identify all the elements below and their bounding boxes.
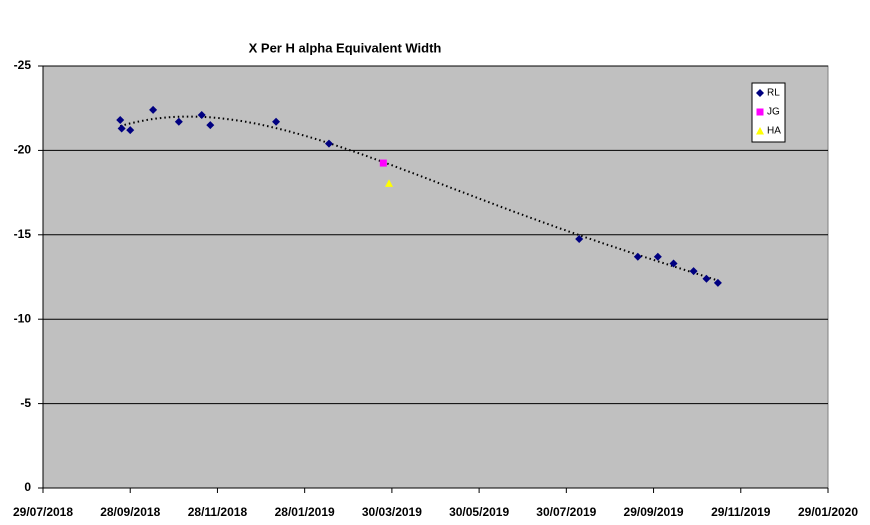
x-tick-label: 30/07/2019 [536,505,596,519]
point [174,117,183,126]
point [272,117,281,126]
x-tick-label: 29/11/2019 [711,505,771,519]
y-tick-label: -20 [14,143,32,157]
point [385,179,394,187]
point [702,274,711,283]
point [633,252,642,261]
x-tick-label: 30/05/2019 [449,505,509,519]
point [653,252,662,261]
point [575,235,584,244]
chart-title: X Per H alpha Equivalent Width [249,40,442,55]
point [126,126,135,135]
plot-area [42,65,829,489]
y-tick-label: -5 [20,396,31,410]
y-tick-label: -15 [14,227,32,241]
x-tick-label: 29/01/2020 [798,505,858,519]
point [117,124,126,133]
point [713,278,722,287]
x-tick-label: 28/11/2018 [188,505,248,519]
point [116,116,125,125]
x-tick-label: 28/01/2019 [275,505,335,519]
point [379,159,387,167]
x-tick-label: 29/07/2018 [13,505,73,519]
y-tick-label: -25 [14,58,32,72]
legend-marker [756,108,764,116]
y-tick-label: -10 [14,311,32,325]
legend-label: RL [767,88,780,99]
y-tick-label: 0 [24,480,31,494]
point [197,110,206,119]
point [689,267,698,276]
point [324,139,333,148]
point [206,121,215,130]
point [149,105,158,114]
x-tick-label: 28/09/2018 [100,505,160,519]
legend-label: HA [767,126,781,137]
point [669,259,678,268]
legend-marker [756,127,764,135]
legend-marker [756,89,764,97]
x-tick-label: 29/09/2019 [624,505,684,519]
legend-label: JG [767,107,780,118]
x-tick-label: 30/03/2019 [362,505,422,519]
